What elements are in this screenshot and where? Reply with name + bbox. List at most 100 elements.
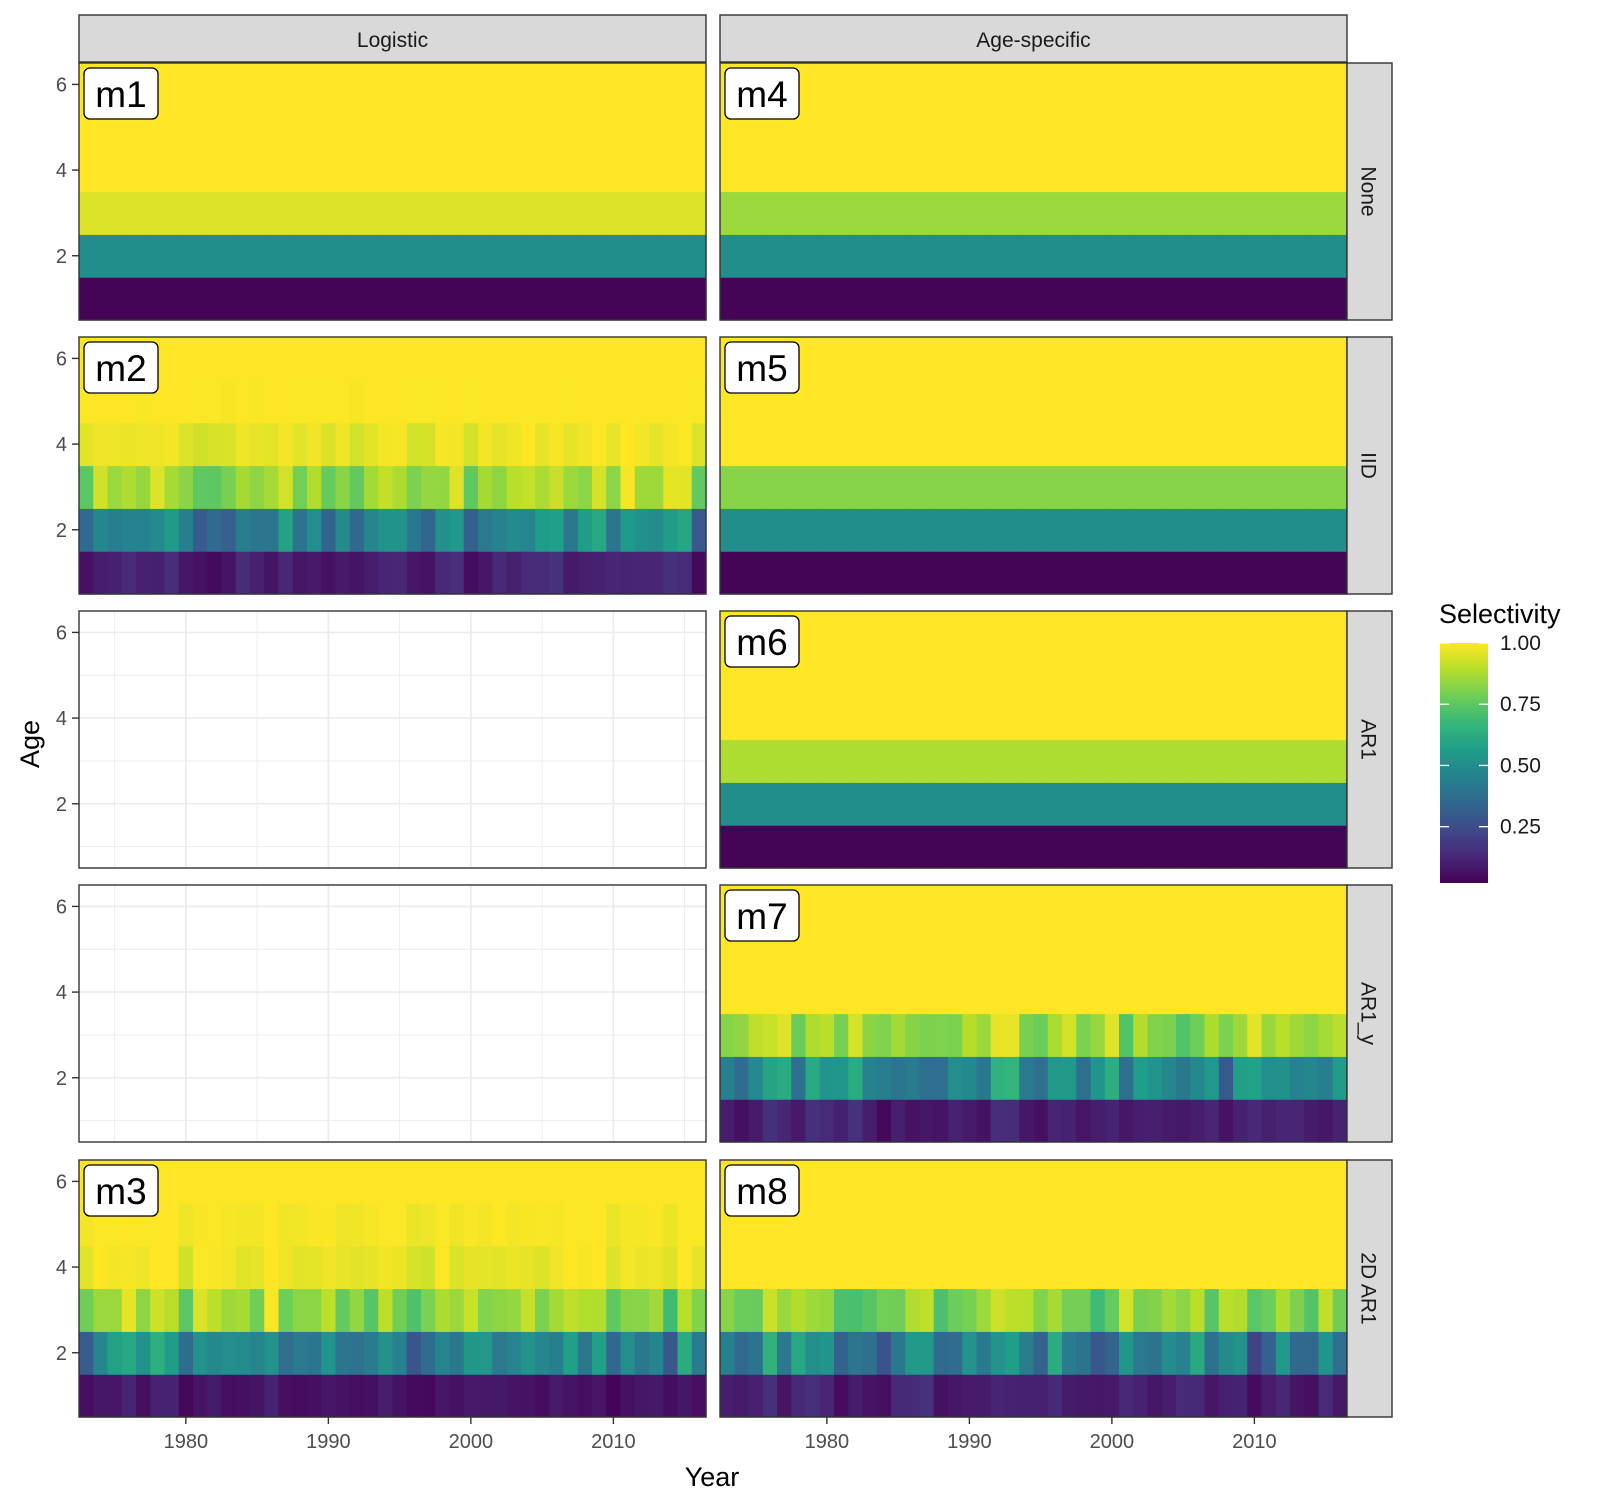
heatmap-tile <box>720 277 735 321</box>
heatmap-tile <box>307 1288 322 1332</box>
heatmap-tile <box>1176 1099 1191 1143</box>
heatmap-tile <box>549 551 565 595</box>
heatmap-tile <box>1090 337 1106 381</box>
panel-m7: m7 <box>719 884 1348 1143</box>
heatmap-tile <box>250 1331 265 1375</box>
heatmap-tile <box>421 1288 436 1332</box>
heatmap-tile <box>876 551 892 595</box>
heatmap-tile <box>1062 825 1077 869</box>
heatmap-tile <box>976 379 992 424</box>
heatmap-tile <box>990 1374 1006 1418</box>
heatmap-tile <box>1047 1288 1063 1332</box>
heatmap-tile <box>791 148 807 193</box>
heatmap-tile <box>1332 1245 1348 1290</box>
heatmap-tile <box>1119 1099 1134 1143</box>
heatmap-tile <box>164 1374 180 1418</box>
heatmap-tile <box>278 234 294 278</box>
heatmap-tile <box>905 234 921 278</box>
heatmap-tile <box>919 653 935 698</box>
y-tick-label: 6 <box>56 74 67 96</box>
heatmap-tile <box>264 1374 280 1418</box>
heatmap-tile <box>891 465 906 509</box>
heatmap-tile <box>976 465 992 509</box>
heatmap-tile <box>178 1160 194 1204</box>
y-tick-label: 6 <box>56 348 67 370</box>
heatmap-tile <box>150 465 166 509</box>
heatmap-tile <box>1119 337 1134 381</box>
heatmap-tile <box>876 422 892 467</box>
heatmap-tile <box>563 337 579 381</box>
heatmap-tile <box>1261 1202 1277 1247</box>
heatmap-tile <box>819 379 835 424</box>
heatmap-tile <box>1161 277 1177 321</box>
heatmap-tile <box>720 191 735 235</box>
heatmap-tile <box>79 234 94 278</box>
heatmap-tile <box>121 277 137 321</box>
heatmap-tile <box>1190 379 1206 424</box>
heatmap-tile <box>1176 337 1191 381</box>
heatmap-tile <box>307 105 322 150</box>
heatmap-tile <box>250 379 265 424</box>
heatmap-tile <box>1076 927 1092 972</box>
heatmap-tile <box>891 551 906 595</box>
heatmap-tile <box>1247 739 1263 783</box>
heatmap-tile <box>748 551 764 595</box>
heatmap-tile <box>1290 611 1305 655</box>
gridlines <box>79 885 706 1142</box>
heatmap-tile <box>349 63 365 107</box>
heatmap-tile <box>79 1245 94 1290</box>
heatmap-tile <box>463 1288 479 1332</box>
y-axis-2: 246 <box>56 622 79 816</box>
heatmap-tile <box>1176 696 1191 741</box>
heatmap-tile <box>235 1374 251 1418</box>
heatmap-tile <box>93 191 109 235</box>
heatmap-tile <box>834 105 849 150</box>
heatmap-tile <box>207 1374 223 1418</box>
heatmap-tile <box>292 551 308 595</box>
heatmap-tile <box>720 234 735 278</box>
heatmap-tile <box>520 1245 536 1290</box>
heatmap-tile <box>563 1374 579 1418</box>
heatmap-tile <box>592 1374 607 1418</box>
heatmap-tile <box>891 105 906 150</box>
heatmap-tile <box>1119 105 1134 150</box>
heatmap-tile <box>1005 1374 1020 1418</box>
heatmap-tile <box>592 148 607 193</box>
heatmap-tile <box>777 551 792 595</box>
heatmap-tile <box>1304 148 1320 193</box>
heatmap-tiles <box>79 1160 707 1418</box>
heatmap-tile <box>463 1202 479 1247</box>
heatmap-tile <box>848 1056 864 1100</box>
heatmap-tile <box>1062 970 1077 1015</box>
heatmap-tile <box>349 1374 365 1418</box>
heatmap-tile <box>663 105 679 150</box>
heatmap-tile <box>848 191 864 235</box>
heatmap-tile <box>478 465 493 509</box>
heatmap-tile <box>150 191 166 235</box>
heatmap-tile <box>805 927 821 972</box>
heatmap-tile <box>378 63 394 107</box>
heatmap-tile <box>876 696 892 741</box>
heatmap-tile <box>777 1374 792 1418</box>
heatmap-tile <box>435 1374 451 1418</box>
heatmap-tile <box>948 277 963 321</box>
heatmap-tile <box>150 1288 166 1332</box>
heatmap-tile <box>1161 739 1177 783</box>
heatmap-tile <box>193 63 208 107</box>
heatmap-tile <box>791 277 807 321</box>
heatmap-tile <box>478 1202 493 1247</box>
heatmap-tile <box>207 379 223 424</box>
heatmap-tile <box>207 1160 223 1204</box>
heatmap-tile <box>891 422 906 467</box>
panel-label: m6 <box>724 615 800 668</box>
heatmap-tile <box>791 782 807 826</box>
heatmap-tile <box>1005 1331 1020 1375</box>
heatmap-tile <box>1290 337 1305 381</box>
heatmap-tile <box>1190 1160 1206 1204</box>
heatmap-tile <box>1190 1374 1206 1418</box>
heatmap-tile <box>421 105 436 150</box>
heatmap-tile <box>1204 379 1220 424</box>
heatmap-tile <box>1190 1013 1206 1057</box>
heatmap-tile <box>1204 1056 1220 1100</box>
heatmap-tile <box>1275 825 1291 869</box>
